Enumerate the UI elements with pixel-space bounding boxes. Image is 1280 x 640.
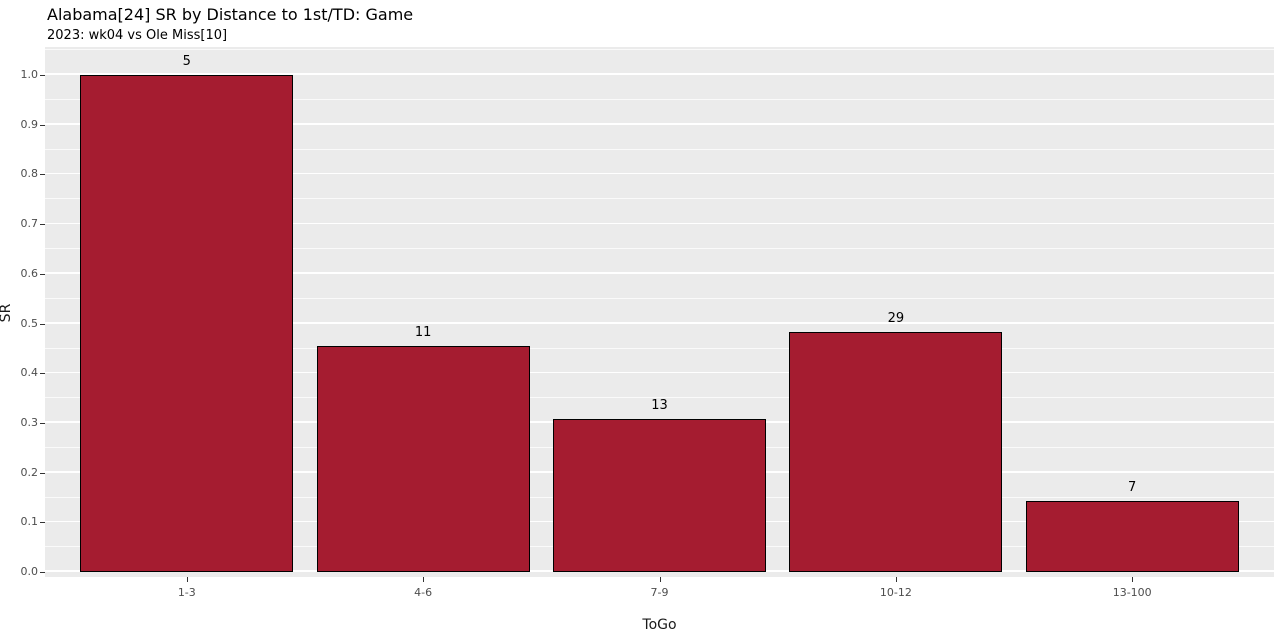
- y-tick-label: 0.3: [20, 415, 39, 429]
- bar: [80, 75, 294, 572]
- gridline-minor: [45, 347, 1274, 349]
- x-tick-mark: [1132, 577, 1134, 582]
- y-tick-label: 0.0: [20, 565, 39, 578]
- chart-subtitle: 2023: wk04 vs Ole Miss[10]: [47, 28, 228, 43]
- y-tick-mark: [40, 75, 45, 76]
- x-tick-label: 1-3: [177, 586, 196, 599]
- gridline-major: [45, 172, 1274, 175]
- x-tick-label: 7-9: [650, 586, 669, 599]
- bar: [316, 346, 530, 572]
- gridline-major: [45, 321, 1274, 324]
- y-tick-label: 0.2: [20, 465, 39, 479]
- y-tick-mark: [40, 174, 45, 176]
- y-tick-mark: [40, 224, 45, 226]
- gridline-major: [45, 73, 1274, 75]
- bar-value-label: 29: [887, 311, 905, 327]
- bar-value-label: 5: [182, 54, 191, 69]
- x-tick-mark: [659, 577, 661, 582]
- x-tick-mark: [186, 577, 188, 582]
- gridline-major: [45, 272, 1274, 274]
- gridline-minor: [45, 198, 1274, 200]
- x-tick-label: 13-100: [1112, 586, 1152, 599]
- y-tick-mark: [40, 422, 45, 424]
- bar-value-label: 11: [414, 325, 432, 341]
- gridline-minor: [45, 248, 1274, 249]
- y-tick-label: 1.0: [20, 68, 39, 81]
- chart-title: Alabama[24] SR by Distance to 1st/TD: Ga…: [47, 5, 414, 24]
- y-tick-label: 0.1: [20, 515, 39, 529]
- y-axis-title: SR: [0, 303, 14, 323]
- y-tick-mark: [40, 124, 45, 126]
- y-tick-mark: [40, 373, 45, 375]
- gridline-major: [45, 222, 1274, 225]
- gridline-minor: [45, 397, 1274, 399]
- y-tick-mark: [40, 472, 45, 474]
- bar-value-label: 7: [1128, 479, 1137, 495]
- gridline-major: [45, 371, 1274, 374]
- y-tick-mark: [40, 273, 45, 275]
- gridline-minor: [45, 297, 1274, 299]
- y-tick-label: 0.5: [20, 316, 39, 330]
- x-axis-title: ToGo: [642, 617, 677, 633]
- gridline-major: [45, 123, 1274, 125]
- y-tick-mark: [40, 522, 45, 524]
- y-tick-label: 0.7: [20, 217, 39, 231]
- gridline-minor: [45, 49, 1274, 51]
- bar: [1025, 500, 1239, 572]
- gridline-minor: [45, 148, 1274, 150]
- y-tick-label: 0.8: [20, 167, 39, 181]
- y-tick-label: 0.6: [20, 266, 39, 280]
- gridline-minor: [45, 99, 1274, 100]
- y-tick-label: 0.4: [20, 366, 39, 380]
- x-tick-label: 10-12: [879, 586, 912, 599]
- y-tick-mark: [40, 572, 45, 573]
- bar: [789, 332, 1003, 572]
- bar-value-label: 13: [651, 398, 668, 414]
- y-tick-mark: [40, 323, 45, 325]
- x-tick-label: 4-6: [414, 586, 433, 599]
- x-tick-mark: [895, 577, 897, 582]
- plot-panel: 5 11 13 29 7: [45, 47, 1274, 577]
- y-tick-label: 0.9: [20, 117, 39, 131]
- bar: [553, 419, 766, 572]
- x-tick-mark: [423, 577, 425, 582]
